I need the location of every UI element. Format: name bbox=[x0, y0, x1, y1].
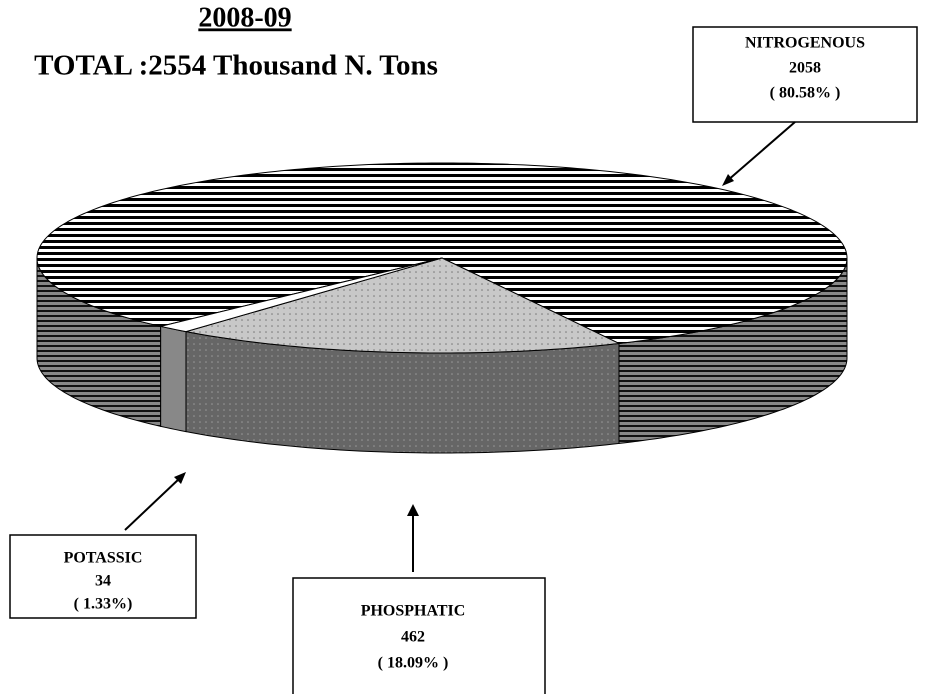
slice-name: PHOSPHATIC bbox=[361, 603, 466, 620]
slice bbox=[36, 162, 848, 344]
label-box bbox=[292, 577, 546, 694]
slice-value: 462 bbox=[401, 629, 425, 646]
slice-value: 34 bbox=[95, 573, 111, 590]
slice-name: NITROGENOUS bbox=[745, 35, 865, 52]
slice-side bbox=[160, 325, 187, 433]
arrow-head bbox=[722, 174, 734, 186]
slice-name: POTASSIC bbox=[64, 550, 143, 567]
slice-percent: ( 1.33%) bbox=[74, 596, 133, 613]
slice-percent: ( 80.58% ) bbox=[770, 85, 841, 102]
slice bbox=[160, 257, 443, 333]
label-box bbox=[692, 26, 918, 123]
arrow-head bbox=[174, 472, 186, 484]
label-box bbox=[9, 534, 197, 619]
arrow bbox=[726, 121, 796, 182]
slice bbox=[185, 257, 621, 354]
slice-percent: ( 18.09% ) bbox=[378, 655, 449, 672]
chart-subtitle: TOTAL :2554 Thousand N. Tons bbox=[34, 50, 438, 82]
arrow-head bbox=[407, 504, 419, 516]
chart-title: 2008-09 bbox=[198, 2, 291, 33]
slice-value: 2058 bbox=[789, 60, 821, 77]
pie bbox=[36, 162, 848, 454]
arrow bbox=[124, 477, 181, 531]
